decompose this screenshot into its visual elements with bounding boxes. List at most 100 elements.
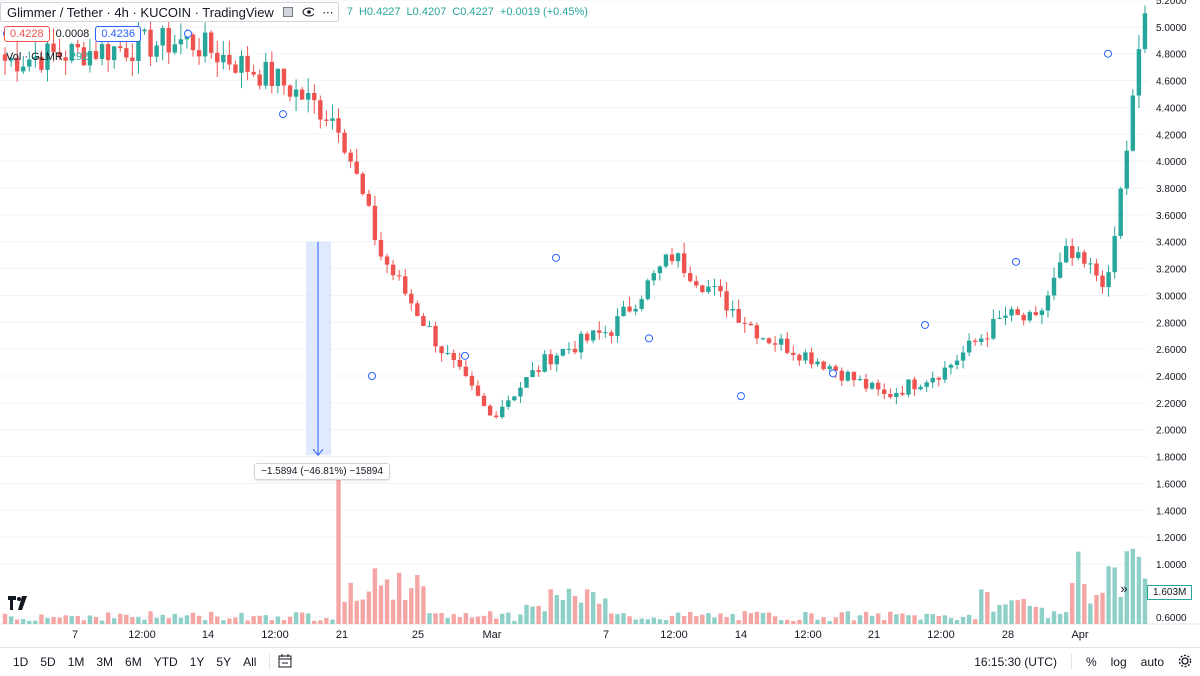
volume-bar (160, 614, 165, 624)
candle-body (463, 366, 469, 376)
candle-body (330, 118, 335, 121)
candle-body (888, 394, 893, 397)
candle-body (966, 340, 972, 353)
timeframe-5y-button[interactable]: 5Y (216, 655, 232, 669)
timeframe-all-button[interactable]: All (243, 655, 257, 669)
price-tick-label: 5.2000 (1156, 0, 1187, 7)
candle-body (972, 340, 978, 342)
event-marker-icon (1104, 49, 1112, 58)
candle-body (1094, 263, 1099, 276)
candle-body (530, 370, 535, 378)
gear-icon[interactable] (1178, 654, 1192, 671)
candle-body (760, 338, 766, 340)
volume-bar (148, 611, 153, 624)
volume-bar (409, 588, 414, 624)
candle-body (360, 173, 365, 194)
candle-body (202, 32, 208, 57)
timeframe-1d-button[interactable]: 1D (13, 655, 29, 669)
candle-body (536, 370, 541, 372)
event-marker-icon (368, 372, 376, 380)
scroll-to-realtime-button[interactable]: » (1114, 578, 1134, 598)
price-tick-label: 1.4000 (1156, 506, 1187, 517)
calendar-range-icon[interactable] (278, 653, 292, 671)
candle-body (154, 45, 159, 57)
candle-body (39, 56, 44, 70)
volume-bar (803, 611, 808, 624)
volume-bar (942, 615, 948, 624)
volume-bar (603, 598, 608, 624)
volume-bar (136, 616, 141, 624)
volume-bar (336, 474, 341, 624)
candle-body (75, 43, 80, 48)
candle-body (1106, 272, 1111, 288)
volume-bar (142, 619, 147, 624)
auto-scale-button[interactable]: auto (1140, 655, 1164, 669)
price-chart[interactable]: 5.2000 5.0000 4.8000 4.6000 4.4000 4.2000 4.00… (0, 0, 1200, 647)
candle-body (960, 352, 966, 361)
sell-price-button[interactable]: 0.4228 (4, 26, 50, 42)
volume-bar (75, 615, 80, 624)
clock-display[interactable]: 16:15:30 (UTC) (974, 655, 1057, 669)
candle-body (269, 61, 275, 86)
candle-body (69, 43, 74, 61)
symbol-title-box[interactable]: Glimmer / Tether · 4h · KUCOIN · Trading… (0, 2, 339, 22)
volume-bar (1082, 584, 1087, 624)
event-marker-icon (737, 392, 745, 401)
price-tick-label: 4.0000 (1156, 157, 1187, 168)
candle-body (336, 118, 341, 133)
buy-price-button[interactable]: 0.4236 (95, 26, 141, 42)
volume-bar (839, 612, 844, 624)
volume-bar (609, 613, 614, 624)
candle-body (554, 355, 560, 365)
candle-body (633, 308, 638, 312)
log-scale-button[interactable]: log (1110, 655, 1127, 669)
volume-bar (469, 617, 475, 624)
timeframe-6m-button[interactable]: 6M (125, 655, 142, 669)
volume-bar (2, 613, 8, 624)
volume-bar (778, 620, 784, 624)
candle-body (572, 348, 578, 353)
timeframe-ytd-button[interactable]: YTD (153, 655, 178, 669)
timeframe-5d-button[interactable]: 5D (40, 655, 56, 669)
timeframe-1m-button[interactable]: 1M (67, 655, 85, 669)
volume-bar (99, 620, 105, 624)
timeframe-3m-button[interactable]: 3M (96, 655, 114, 669)
time-tick-label: 12:00 (128, 629, 156, 641)
ohlc-values: 7 H0.4227 L0.4207 C0.4227 +0.0019 (+0.45… (347, 6, 588, 18)
square-icon[interactable] (282, 6, 294, 18)
percent-scale-button[interactable]: % (1085, 655, 1097, 669)
candle-body (821, 361, 826, 370)
volume-bar (27, 620, 32, 624)
volume-bar (954, 620, 960, 624)
volume-bar (815, 619, 820, 624)
candle-body (445, 352, 450, 354)
candle-body (51, 43, 56, 53)
volume-bar (1009, 600, 1014, 624)
volume-bar (730, 613, 735, 624)
candle-body (312, 92, 317, 101)
candle-body (1118, 188, 1123, 236)
volume-bar (1015, 600, 1020, 624)
tradingview-logo-icon[interactable] (8, 596, 30, 612)
candle-body (500, 406, 505, 418)
event-marker-icon (921, 320, 929, 329)
candle-body (809, 352, 814, 365)
time-tick-label: 14 (202, 629, 214, 641)
volume-bar (263, 615, 268, 624)
time-tick-label: 12:00 (261, 629, 289, 641)
volume-bar (196, 615, 202, 624)
volume-bar (1021, 598, 1026, 624)
more-dots-icon[interactable]: ⋯ (322, 6, 334, 19)
timeframe-1y-button[interactable]: 1Y (189, 655, 205, 669)
volume-bar (208, 611, 214, 624)
volume-bar (724, 617, 729, 624)
volume-bar (427, 613, 432, 624)
volume-legend[interactable]: Vol · GLMR 292 (6, 51, 88, 63)
eye-icon[interactable] (302, 6, 314, 18)
toolbar-divider (269, 654, 271, 670)
candle-body (997, 317, 1002, 319)
candle-body (2, 54, 8, 61)
price-tick-label: 2.8000 (1156, 318, 1187, 329)
measure-label: −1.5894 (−46.81%) −15894 (254, 463, 391, 480)
price-tick-label: 3.4000 (1156, 238, 1187, 249)
